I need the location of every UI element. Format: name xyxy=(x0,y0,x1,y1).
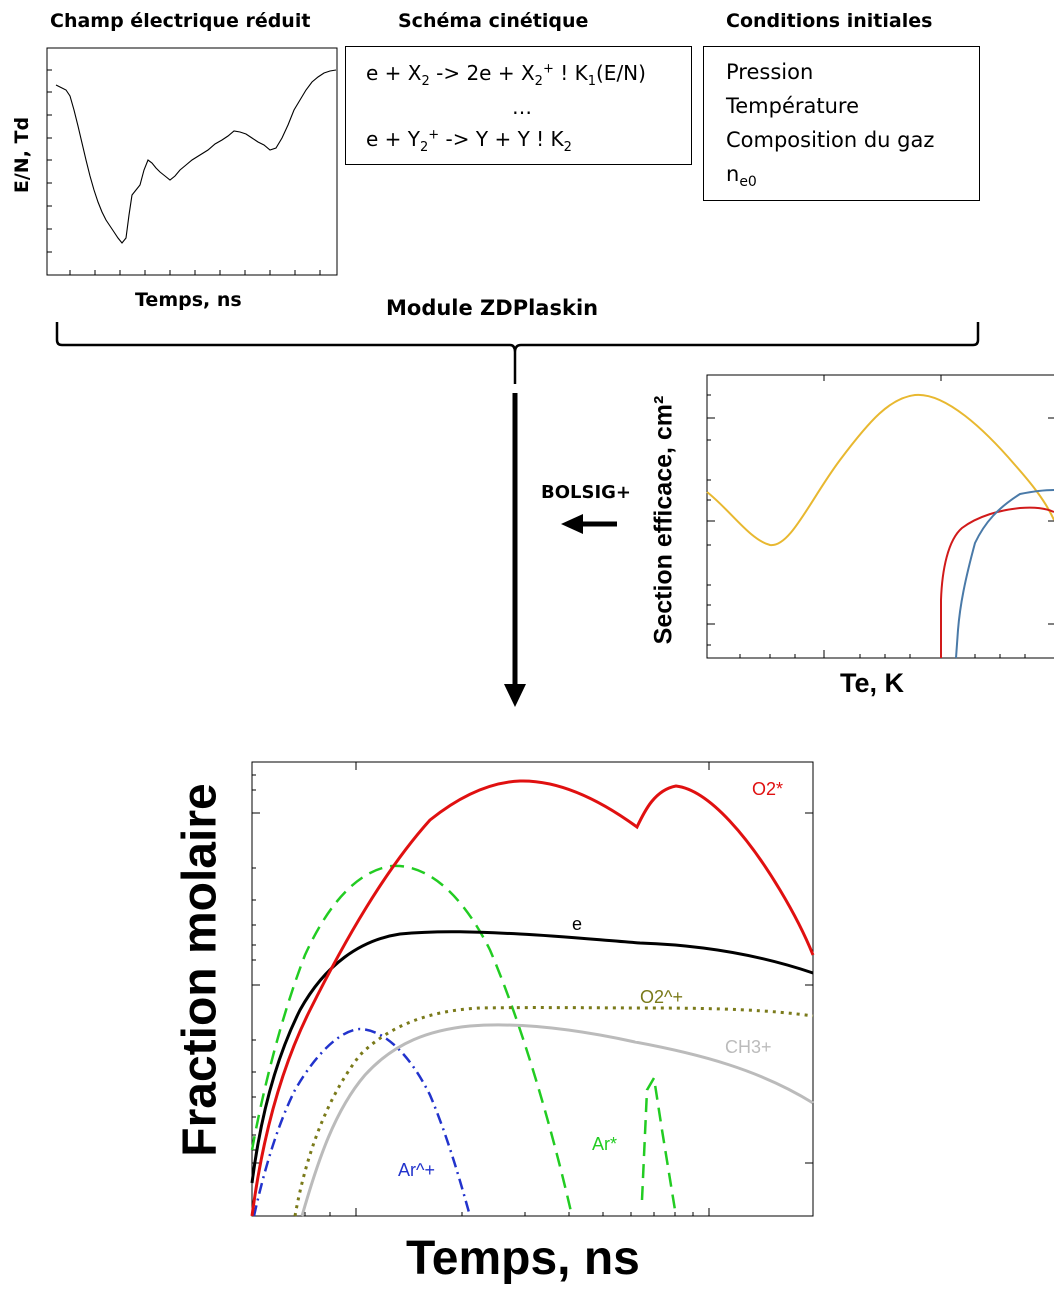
main-chart-frame xyxy=(251,761,814,1217)
cross-section-yellow-curve xyxy=(706,393,1054,547)
condition-gas-composition: Composition du gaz xyxy=(726,128,935,152)
main-chart: O2* e O2^+ CH3+ Ar* Ar^+ xyxy=(250,761,815,1217)
series-e-curve xyxy=(250,930,814,1184)
series-label-o2-star: O2* xyxy=(752,779,783,799)
series-label-e: e xyxy=(572,914,582,934)
bolsig-label: BOLSIG+ xyxy=(541,482,632,503)
bolsig-arrow-head xyxy=(561,514,583,534)
main-chart-ticks xyxy=(252,762,813,1216)
series-ar-star-pulse xyxy=(640,1074,677,1211)
header-initial-conditions: Conditions initiales xyxy=(726,10,933,32)
reduced-field-curve xyxy=(55,69,337,244)
series-ch3-plus-curve xyxy=(300,1023,814,1217)
series-label-ar-plus: Ar^+ xyxy=(398,1160,435,1180)
condition-pressure: Pression xyxy=(726,60,814,84)
series-label-ch3-plus: CH3+ xyxy=(725,1037,772,1057)
kinetic-scheme-box: e + X2 -> 2e + X2+ ! K1(E/N) … e + Y2+ -… xyxy=(345,46,692,165)
field-plot-frame xyxy=(46,47,338,276)
series-ar-plus-curve xyxy=(252,1027,472,1217)
main-chart-xlabel: Temps, ns xyxy=(406,1232,640,1285)
field-plot-xlabel: Temps, ns xyxy=(135,289,242,311)
cross-section-xlabel: Te, K xyxy=(840,668,905,698)
reaction-ellipsis: … xyxy=(512,95,532,119)
series-label-o2-plus: O2^+ xyxy=(640,987,683,1007)
cross-section-frame xyxy=(706,374,1054,659)
header-reduced-field: Champ électrique réduit xyxy=(50,10,311,32)
cross-section-ticks xyxy=(707,375,1054,658)
module-brace xyxy=(55,322,980,384)
condition-temperature: Température xyxy=(726,94,860,118)
field-plot xyxy=(46,47,338,276)
flow-arrow-head xyxy=(504,684,526,707)
field-plot-ticks xyxy=(47,69,321,275)
reaction-recombination: e + Y2+ -> Y + Y ! K2 xyxy=(366,127,572,155)
initial-conditions-box: Pression Température Composition du gaz … xyxy=(703,46,980,201)
header-kinetic-scheme: Schéma cinétique xyxy=(398,10,589,32)
module-zdplaskin-label: Module ZDPlaskin xyxy=(386,296,599,320)
cross-section-blue-curve xyxy=(955,489,1054,659)
reaction-ionization: e + X2 -> 2e + X2+ ! K1(E/N) xyxy=(366,61,646,89)
series-label-ar-star: Ar* xyxy=(592,1134,617,1154)
condition-initial-electron-density: ne0 xyxy=(726,162,757,191)
cross-section-plot xyxy=(706,374,1054,659)
series-o2-star-curve xyxy=(250,779,815,1217)
cross-section-red-curve xyxy=(940,506,1054,658)
